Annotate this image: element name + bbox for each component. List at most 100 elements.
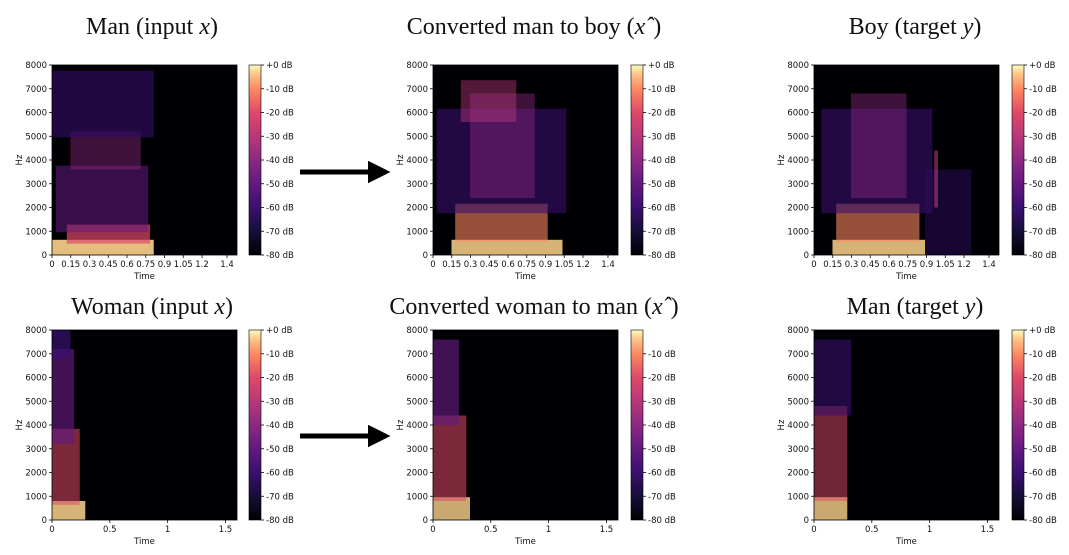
x-tick-label: 1.4 <box>601 260 615 270</box>
x-tick-label: 1.05 <box>936 260 955 270</box>
colorbar-tick-label: -10 dB <box>266 350 294 360</box>
x-tick-label: 0.5 <box>484 525 498 535</box>
x-tick-label: 0.9 <box>539 260 553 270</box>
x-tick-label: 0.15 <box>442 260 461 270</box>
spectral-energy <box>55 165 149 233</box>
colorbar-tick-label: -60 dB <box>648 469 676 479</box>
colorbar-tick-label: -60 dB <box>648 204 676 214</box>
colorbar-tick-label: -60 dB <box>266 469 294 479</box>
x-tick-label: 0.45 <box>99 260 118 270</box>
colorbar-tick-label: -30 dB <box>1029 132 1057 142</box>
colorbar-tick-label: -10 dB <box>266 85 294 95</box>
y-tick-label: 8000 <box>787 326 809 336</box>
x-tick-label: 1.2 <box>576 260 590 270</box>
x-tick-label: 0 <box>811 260 816 270</box>
colorbar-tick-label: -20 dB <box>1029 374 1057 384</box>
y-tick-label: 0 <box>42 516 47 526</box>
panel-boy-target: Boy (target y) 0 1000 2000 3000 4000 5000 6000 7… <box>777 14 1057 282</box>
colorbar-tick-label: -80 dB <box>648 251 676 261</box>
x-tick-label: 0.75 <box>898 260 917 270</box>
y-tick-label: 2000 <box>406 469 428 479</box>
colorbar-tick-label: -40 dB <box>266 156 294 166</box>
y-tick-label: 5000 <box>406 397 428 407</box>
x-axis-label: Time <box>133 272 155 282</box>
y-tick-label: 3000 <box>787 445 809 455</box>
y-tick-label: 6000 <box>25 374 47 384</box>
colorbar-tick-label: -10 dB <box>1029 85 1057 95</box>
spectral-energy <box>814 497 848 520</box>
panel-converted-man-to-boy: Converted man to boy (xˆ) 0 1000 2000 3000 40… <box>396 14 676 282</box>
colorbar-tick-label: -70 dB <box>1029 227 1057 237</box>
colorbar-tick-label: -20 dB <box>1029 109 1057 119</box>
colorbar-tick-label: -80 dB <box>648 516 676 526</box>
colorbar-tick-label: -40 dB <box>266 421 294 431</box>
y-tick-label: 6000 <box>406 374 428 384</box>
colorbar-tick-label: -70 dB <box>648 492 676 502</box>
y-tick-label: 2000 <box>25 204 47 214</box>
y-tick-label: 8000 <box>406 61 428 71</box>
y-tick-label: 1000 <box>787 492 809 502</box>
panel-title: Converted man to boy (xˆ) <box>407 14 662 40</box>
colorbar-tick-label: +0 dB <box>648 61 675 71</box>
x-tick-label: 0.3 <box>464 260 478 270</box>
x-tick-label: 0.9 <box>920 260 934 270</box>
colorbar-tick-label: -30 dB <box>266 132 294 142</box>
y-axis-label: Hz <box>15 154 25 165</box>
x-tick-label: 0.45 <box>861 260 880 270</box>
colorbar-tick-label: -80 dB <box>1029 516 1057 526</box>
panel-converted-woman-to-man: Converted woman to man (xˆ) 0 1000 2000 3000… <box>389 294 678 547</box>
panel-woman-input: Woman (input x) 0 1000 2000 3000 4000 5000 6000… <box>15 294 294 547</box>
y-tick-label: 4000 <box>406 156 428 166</box>
y-tick-label: 6000 <box>787 109 809 119</box>
x-tick-label: 1.5 <box>219 525 233 535</box>
spectral-energy <box>821 108 933 214</box>
spectral-energy <box>814 339 851 416</box>
x-axis-label: Time <box>895 272 917 282</box>
y-tick-label: 7000 <box>25 350 47 360</box>
y-tick-label: 4000 <box>25 156 47 166</box>
colorbar-tick-label: -20 dB <box>648 109 676 119</box>
x-tick-label: 1.4 <box>982 260 996 270</box>
colorbar-tick-label: -10 dB <box>648 350 676 360</box>
x-tick-label: 0.3 <box>83 260 97 270</box>
x-tick-label: 1.4 <box>220 260 234 270</box>
y-tick-label: 6000 <box>406 109 428 119</box>
x-tick-label: 1 <box>165 525 170 535</box>
spectral-energy <box>433 415 467 501</box>
x-tick-label: 1.5 <box>981 525 995 535</box>
colorbar-tick-label: -60 dB <box>1029 469 1057 479</box>
x-tick-label: 0.15 <box>823 260 842 270</box>
x-axis-label: Time <box>514 272 536 282</box>
y-tick-label: 5000 <box>25 132 47 142</box>
colorbar-tick-label: -50 dB <box>266 445 294 455</box>
colorbar <box>248 329 262 521</box>
spectral-energy <box>470 93 535 198</box>
colorbar <box>1011 329 1025 521</box>
x-tick-label: 1.05 <box>174 260 193 270</box>
panel-title: Woman (input x) <box>71 294 233 320</box>
colorbar-tick-label: -80 dB <box>266 251 294 261</box>
colorbar-tick-label: +0 dB <box>266 61 293 71</box>
colorbar-tick-label: -70 dB <box>648 227 676 237</box>
y-axis-label: Hz <box>777 419 787 430</box>
x-axis-label: Time <box>133 537 155 547</box>
y-tick-label: 5000 <box>406 132 428 142</box>
y-tick-label: 3000 <box>25 180 47 190</box>
colorbar-tick-label: -20 dB <box>266 109 294 119</box>
x-tick-label: 1.05 <box>555 260 574 270</box>
panel-man-target: Man (target y) 0 1000 2000 3000 4000 5000 6000 7… <box>777 294 1057 547</box>
y-tick-label: 8000 <box>406 326 428 336</box>
y-tick-label: 0 <box>804 251 809 261</box>
y-tick-label: 0 <box>804 516 809 526</box>
x-tick-label: 1.5 <box>600 525 614 535</box>
spectral-energy <box>934 150 938 208</box>
colorbar-tick-label: -80 dB <box>266 516 294 526</box>
y-axis-label: Hz <box>396 154 406 165</box>
colorbar <box>1011 64 1025 256</box>
x-tick-label: 0.6 <box>882 260 896 270</box>
y-tick-label: 1000 <box>25 492 47 502</box>
colorbar-tick-label: -80 dB <box>1029 251 1057 261</box>
y-tick-label: 0 <box>42 251 47 261</box>
colorbar-tick-label: -30 dB <box>1029 397 1057 407</box>
spectral-energy <box>832 239 925 255</box>
